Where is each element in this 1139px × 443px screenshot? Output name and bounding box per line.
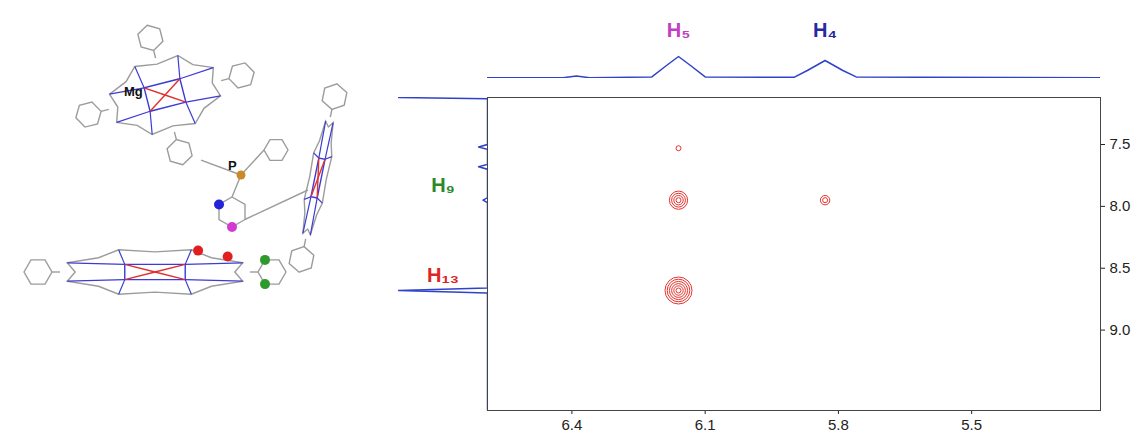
svg-text:8.0: 8.0 — [1110, 197, 1131, 214]
svg-text:H₁₃: H₁₃ — [427, 264, 459, 286]
svg-text:H₄: H₄ — [813, 19, 837, 41]
svg-text:H₉: H₉ — [431, 174, 454, 196]
svg-text:6.1: 6.1 — [695, 416, 716, 433]
svg-text:5.8: 5.8 — [828, 416, 849, 433]
svg-text:5.5: 5.5 — [961, 416, 982, 433]
svg-text:6.4: 6.4 — [561, 416, 582, 433]
svg-text:P: P — [228, 158, 237, 173]
svg-text:H₅: H₅ — [667, 19, 691, 41]
svg-text:Mg: Mg — [124, 84, 143, 99]
svg-text:7.5: 7.5 — [1110, 135, 1131, 152]
svg-text:9.0: 9.0 — [1110, 321, 1131, 338]
svg-text:8.5: 8.5 — [1110, 259, 1131, 276]
